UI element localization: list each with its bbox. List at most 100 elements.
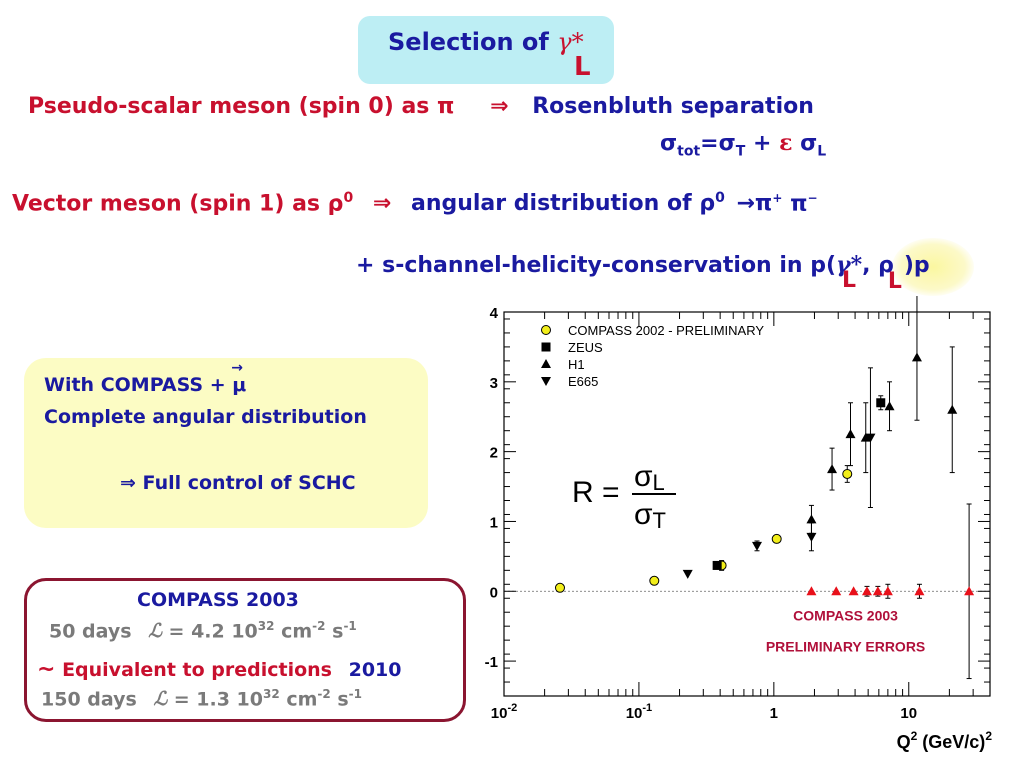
cross-section-formula: σtot=σT + ε σL [660, 130, 826, 159]
luminosity-symbol: ℒ [148, 620, 162, 643]
title-prefix: Selection of [388, 28, 549, 56]
angular-distribution-text: angular distribution of ρ [410, 191, 716, 217]
ratio-chart: -1 0 1 2 3 4 10-2 10-1 1 10 Q2 (GeV/c)2 COMPASS 200… [485, 296, 993, 752]
r-formula-denominator: σT [634, 498, 666, 533]
plus-sign: + [745, 131, 780, 156]
implies-arrow-3: ⇒ [120, 472, 136, 494]
data-point-series-0 [649, 575, 660, 586]
legend-label: COMPASS 2002 - PRELIMINARY [568, 323, 764, 338]
luminosity-150-days: 150 days ℒ = 1.3 1032 cm-2 s-1 [41, 687, 363, 711]
full-control-text: Full control of SCHC [142, 472, 356, 494]
y-tick-label: 4 [490, 305, 499, 322]
data-point-series-2 [911, 352, 922, 362]
rosenbluth-text: Rosenbluth separation [532, 94, 814, 119]
title-subscript: L [574, 52, 591, 82]
x-tick-label: 10-2 [491, 702, 517, 722]
data-point-series-2 [947, 404, 958, 414]
data-point-series-1 [712, 560, 722, 570]
data-point-series-3 [806, 532, 817, 542]
data-point-series-4 [861, 586, 872, 596]
x-tick-label: 1 [770, 705, 778, 722]
data-point-series-2 [806, 514, 817, 524]
data-point-series-2 [845, 429, 856, 439]
mu-arrow: → [231, 360, 243, 376]
compass-info-box: With COMPASS + μ → Complete angular distr… [24, 358, 428, 528]
page-title: Selection of γ* L [388, 28, 591, 82]
pseudo-scalar-line: Pseudo-scalar meson (spin 0) as π ⇒ Rose… [28, 94, 814, 119]
plot-frame [503, 311, 991, 697]
title-gamma: γ* [557, 28, 584, 56]
vector-meson-line: Vector meson (spin 1) as ρ 0 ⇒ angular di… [12, 190, 818, 216]
y-tick-label: 3 [490, 375, 498, 392]
equals-sigma: =σ [700, 131, 736, 156]
legend-marker-2 [541, 359, 551, 368]
data-point-series-4 [882, 586, 893, 596]
y-tick-label: 1 [490, 514, 498, 531]
annotation-preliminary-errors: PRELIMINARY ERRORS [766, 638, 925, 654]
schc-rho-sub: L [887, 269, 902, 294]
y-tick-label: -1 [485, 654, 498, 671]
chart-labels-layer: -1 0 1 2 3 4 10-2 10-1 1 10 Q2 (GeV/c)2 COMPASS 200… [485, 305, 993, 752]
minus-sup: − [807, 191, 818, 205]
tilde: ~ [37, 657, 56, 682]
equivalent-text: Equivalent to predictions [62, 659, 332, 681]
implies-arrow: ⇒ [490, 94, 509, 119]
plus-sup: + [772, 191, 783, 205]
r-formula-lhs: R = [572, 476, 620, 509]
mu-symbol: μ → [231, 360, 247, 396]
compass-2003-box: COMPASS 2003 50 days ℒ = 4.2 1032 cm-2 s… [24, 578, 466, 722]
epsilon-symbol: ε [779, 130, 793, 156]
data-point-series-3 [865, 433, 876, 443]
data-point-series-3 [682, 569, 693, 579]
rho-zero-sup-2: 0 [715, 190, 725, 206]
t-subscript: T [735, 143, 746, 160]
data-point-series-3 [751, 541, 762, 551]
data-point-series-1 [876, 398, 886, 408]
compass-2003-title: COMPASS 2003 [137, 589, 299, 611]
compass-mu-text: With COMPASS + [44, 374, 226, 396]
sigma-symbol: σ [660, 131, 678, 156]
data-point-series-2 [860, 432, 871, 442]
x-tick-label: 10 [900, 705, 917, 722]
tot-subscript: tot [677, 143, 701, 160]
compass-mu-line: With COMPASS + μ → [44, 360, 247, 396]
full-control-line: ⇒ Full control of SCHC [120, 472, 356, 494]
schc-gamma: γ* L [836, 252, 863, 293]
data-point-series-0 [771, 533, 782, 544]
chart-frame-layer [503, 311, 991, 697]
decay-arrow: →π [736, 191, 773, 217]
legend-marker-0 [541, 325, 551, 335]
l-subscript: L [817, 143, 827, 160]
implies-arrow-2: ⇒ [372, 191, 392, 217]
year-2010: 2010 [348, 659, 402, 681]
data-point-series-4 [831, 586, 842, 596]
data-point-series-2 [827, 464, 838, 474]
legend-marker-1 [541, 342, 551, 352]
vector-meson-text: Vector meson (spin 1) as ρ [12, 191, 344, 217]
luminosity-symbol-2: ℒ [153, 688, 168, 711]
highlight-glow [892, 238, 974, 296]
equivalent-predictions-line: ~ Equivalent to predictions 2010 [37, 657, 402, 682]
pseudo-scalar-text: Pseudo-scalar meson (spin 0) as π [28, 94, 455, 119]
x-axis-label: Q2 (GeV/c)2 [897, 729, 993, 752]
data-point-series-4 [964, 586, 975, 596]
r-formula-numerator: σL [634, 460, 665, 495]
data-point-series-4 [872, 586, 883, 596]
schc-text: + s-channel-helicity-conservation in p( [356, 253, 837, 278]
title-box [358, 16, 614, 84]
luminosity-50-days: 50 days ℒ = 4.2 1032 cm-2 s-1 [49, 619, 357, 643]
x-tick-label: 10-1 [626, 702, 652, 722]
legend-label: ZEUS [568, 340, 603, 355]
y-tick-label: 2 [490, 445, 498, 462]
sigma-l: σ [792, 131, 818, 156]
y-tick-label: 0 [490, 584, 498, 601]
complete-angular-text: Complete angular distribution [44, 406, 367, 428]
data-point-series-0 [842, 468, 853, 479]
data-point-series-2 [884, 401, 895, 411]
schc-line: + s-channel-helicity-conservation in p(γ… [356, 252, 930, 294]
data-point-series-4 [848, 586, 859, 596]
legend-marker-3 [541, 377, 551, 386]
legend-label: E665 [568, 374, 598, 389]
pi-minus: π [782, 191, 808, 217]
